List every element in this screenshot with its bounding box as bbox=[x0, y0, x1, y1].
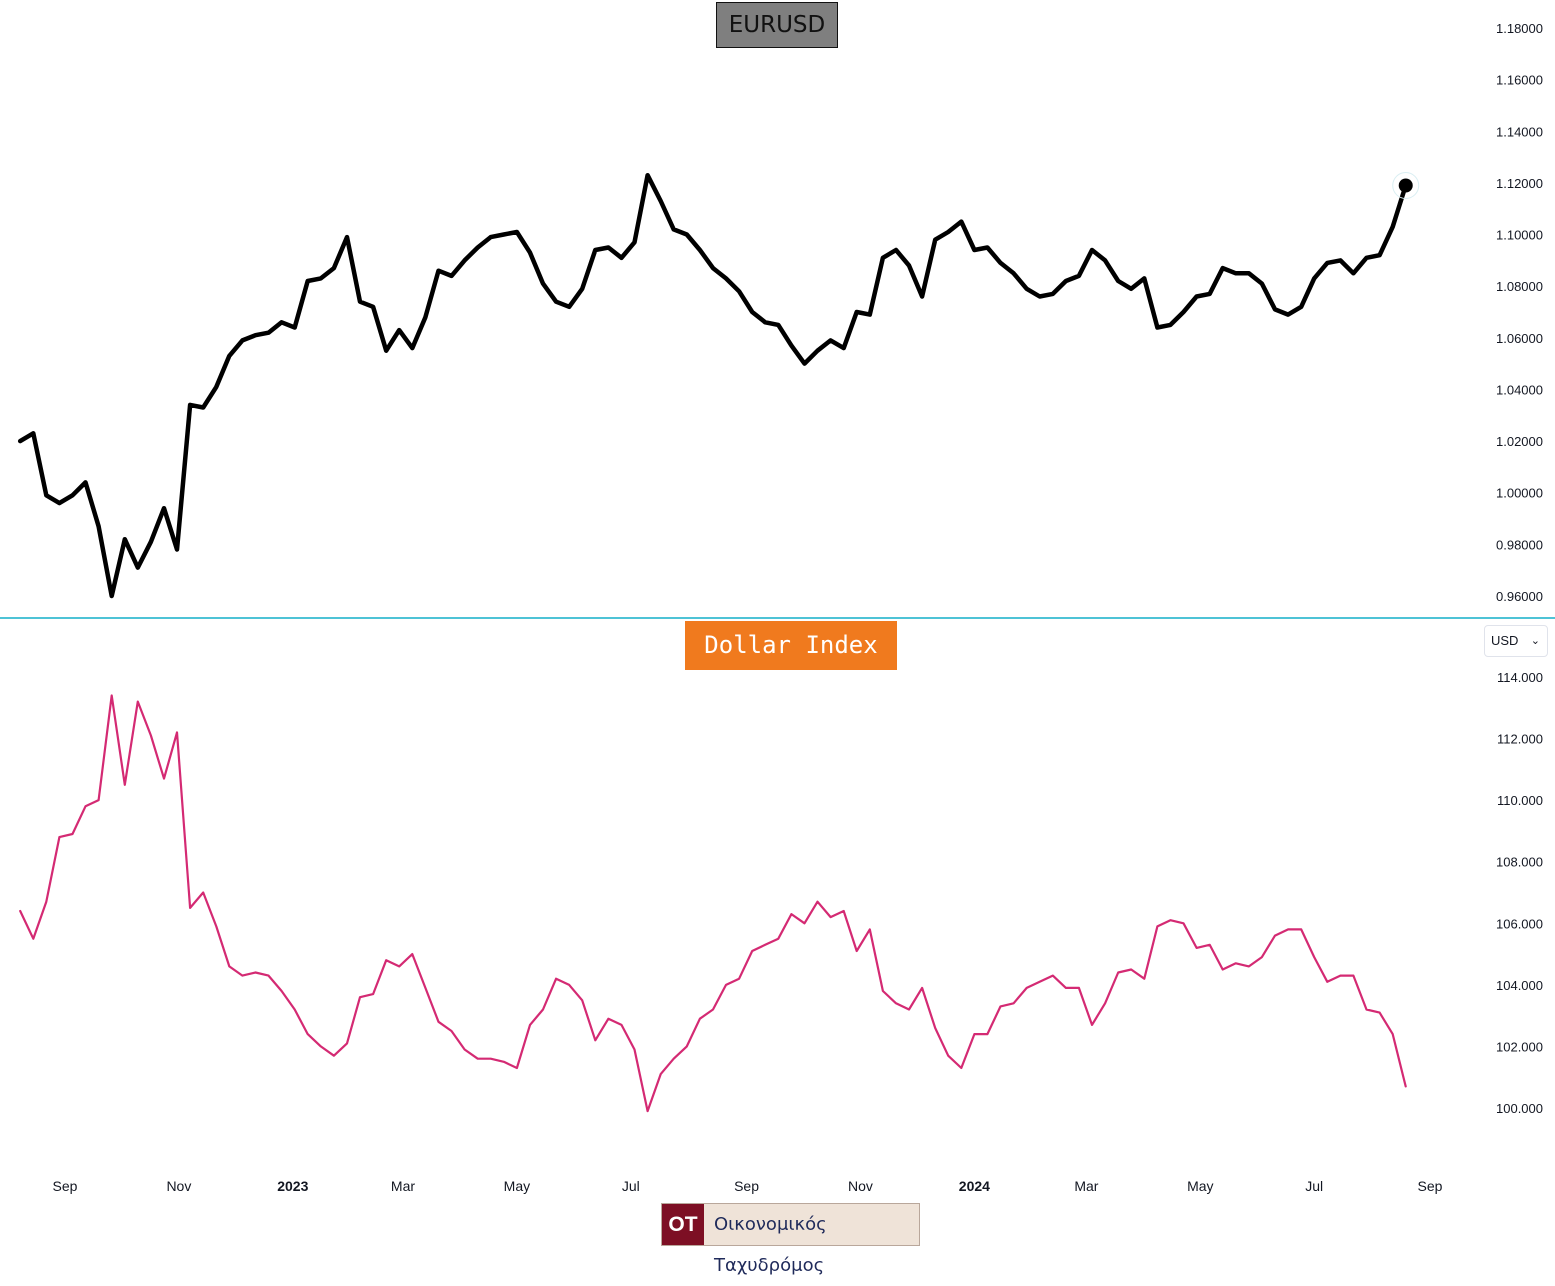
x-tick-label: May bbox=[1187, 1178, 1213, 1194]
x-tick-label: 2024 bbox=[959, 1178, 990, 1194]
dollar-index-line bbox=[19, 694, 1407, 1113]
x-tick-label: Sep bbox=[1418, 1178, 1443, 1194]
y-tick-label: 1.10000 bbox=[1496, 228, 1543, 243]
eurusd-plot bbox=[17, 171, 1420, 599]
chevron-down-icon: ⌄ bbox=[1530, 635, 1540, 647]
y-tick-label: 0.96000 bbox=[1496, 589, 1543, 604]
last-price-halo bbox=[1392, 171, 1420, 199]
x-tick-label: May bbox=[504, 1178, 530, 1194]
y-tick-label: 1.06000 bbox=[1496, 331, 1543, 346]
y-tick-label: 0.98000 bbox=[1496, 537, 1543, 552]
y-tick-label: 104.000 bbox=[1496, 978, 1543, 993]
x-tick-label: Jul bbox=[622, 1178, 640, 1194]
x-tick-label: Jul bbox=[1305, 1178, 1323, 1194]
y-tick-label: 1.16000 bbox=[1496, 73, 1543, 88]
y-tick-label: 114.000 bbox=[1497, 670, 1543, 685]
y-tick-label: 106.000 bbox=[1496, 916, 1543, 931]
logo-name: Οικονομικός Ταχυδρόμος bbox=[714, 1214, 827, 1276]
y-tick-label: 102.000 bbox=[1496, 1039, 1543, 1054]
y-tick-label: 1.14000 bbox=[1496, 124, 1543, 139]
dollar-index-title: Dollar Index bbox=[685, 621, 897, 670]
currency-select-value: USD bbox=[1491, 633, 1519, 648]
y-tick-label: 110.000 bbox=[1497, 793, 1543, 808]
y-tick-label: 108.000 bbox=[1496, 855, 1543, 870]
y-tick-label: 1.00000 bbox=[1496, 486, 1543, 501]
dxy-plot bbox=[19, 694, 1407, 1113]
chart-canvas: 0.96000 0.98000 1.00000 1.02000 1.04000 1.060… bbox=[0, 21, 1555, 1194]
logo-mark: OT bbox=[662, 1204, 704, 1245]
last-price-dot bbox=[1398, 178, 1413, 193]
y-tick-label: 100.000 bbox=[1496, 1101, 1543, 1116]
x-tick-label: 2023 bbox=[277, 1178, 308, 1194]
dxy-price-axis: 100.000 102.000 104.000 106.000 108.000 110.0… bbox=[1496, 670, 1543, 1116]
x-tick-label: Mar bbox=[391, 1178, 415, 1194]
x-tick-label: Nov bbox=[848, 1178, 873, 1194]
y-tick-label: 112.000 bbox=[1497, 732, 1543, 747]
y-tick-label: 1.12000 bbox=[1496, 176, 1543, 191]
x-tick-label: Mar bbox=[1074, 1178, 1098, 1194]
time-axis: Sep Nov 2023 Mar May Jul Sep Nov 2024 Mar May Jul Se… bbox=[53, 1178, 1443, 1194]
publisher-logo: OT Οικονομικός Ταχυδρόμος bbox=[661, 1203, 920, 1276]
x-tick-label: Sep bbox=[734, 1178, 759, 1194]
eurusd-price-axis: 0.96000 0.98000 1.00000 1.02000 1.04000 1.060… bbox=[1496, 21, 1543, 604]
eurusd-title: EURUSD bbox=[716, 2, 838, 48]
x-tick-label: Nov bbox=[166, 1178, 191, 1194]
y-tick-label: 1.02000 bbox=[1496, 434, 1543, 449]
eurusd-line bbox=[17, 172, 1408, 599]
currency-select[interactable]: USD ⌄ bbox=[1484, 625, 1548, 657]
y-tick-label: 1.18000 bbox=[1496, 21, 1543, 36]
y-tick-label: 1.08000 bbox=[1496, 279, 1543, 294]
y-tick-label: 1.04000 bbox=[1496, 382, 1543, 397]
x-tick-label: Sep bbox=[53, 1178, 78, 1194]
